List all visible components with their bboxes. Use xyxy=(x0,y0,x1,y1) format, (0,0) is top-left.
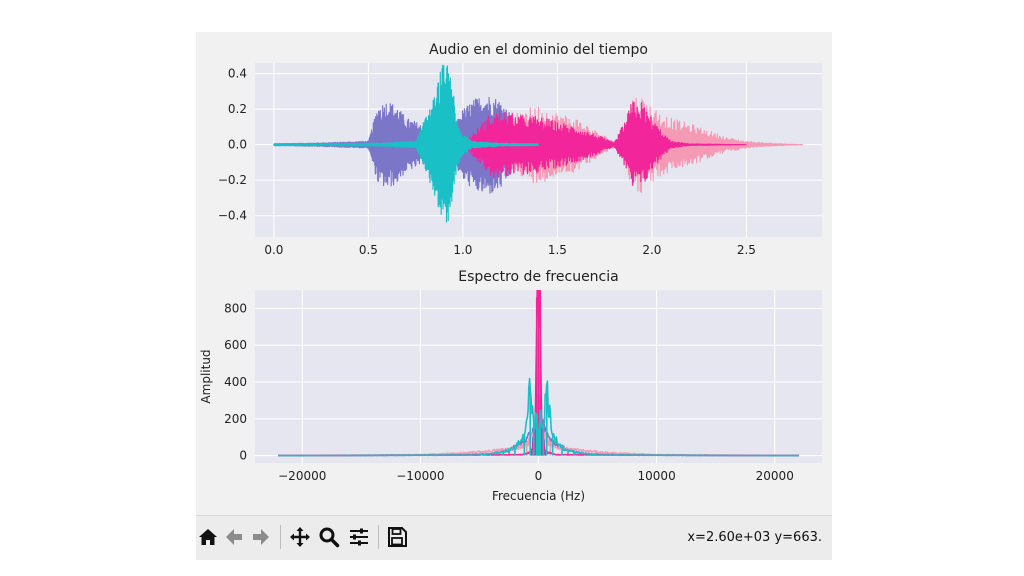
home-button[interactable] xyxy=(196,525,220,549)
chart-title: Espectro de frecuencia xyxy=(458,269,618,285)
frequency-spectrum-chart: −20000 −10000 0 10000 20000 0 200 400 600 800 Espe… xyxy=(199,269,822,503)
y-tick-label: 0.4 xyxy=(228,67,247,81)
waveform-series xyxy=(273,64,540,223)
x-tick-label: 0 xyxy=(535,469,543,483)
home-icon xyxy=(199,529,217,545)
y-tick-label: −0.2 xyxy=(218,173,247,187)
configure-subplots-button[interactable] xyxy=(347,525,371,549)
y-tick-label: 0 xyxy=(239,449,247,463)
x-tick-label: −10000 xyxy=(396,469,444,483)
pan-icon xyxy=(290,527,310,547)
save-icon xyxy=(388,527,407,547)
toolbar-separator xyxy=(378,525,379,549)
x-tick-label: 2.0 xyxy=(642,243,661,257)
forward-button[interactable] xyxy=(249,525,273,549)
navigation-toolbar: x=2.60e+03 y=663. xyxy=(196,515,832,560)
x-tick-label: 20000 xyxy=(756,469,794,483)
y-tick-label: −0.4 xyxy=(218,209,247,223)
x-tick-label: 10000 xyxy=(638,469,676,483)
forward-icon xyxy=(253,529,269,545)
y-tick-label: 200 xyxy=(224,412,247,426)
series-group xyxy=(278,290,799,457)
time-domain-chart: 0.0 0.5 1.0 1.5 2.0 2.5 −0.4 −0.2 0.0 0.2 0.4 Audio… xyxy=(218,42,822,257)
figure-canvas[interactable]: 0.0 0.5 1.0 1.5 2.0 2.5 −0.4 −0.2 0.0 0.2 0.4 Audio… xyxy=(196,32,832,515)
y-tick-label: 0.2 xyxy=(228,102,247,116)
plot-svg: 0.0 0.5 1.0 1.5 2.0 2.5 −0.4 −0.2 0.0 0.2 0.4 Audio… xyxy=(199,42,822,503)
x-tick-label: 1.0 xyxy=(453,243,472,257)
coordinate-readout: x=2.60e+03 y=663. xyxy=(687,530,822,545)
y-tick-label: 0.0 xyxy=(228,138,247,152)
configure-subplots-icon xyxy=(350,528,368,546)
x-tick-label: 0.0 xyxy=(264,243,283,257)
y-tick-label: 800 xyxy=(224,301,247,315)
pan-button[interactable] xyxy=(288,525,312,549)
back-button[interactable] xyxy=(222,525,246,549)
y-axis-label: Amplitud xyxy=(199,349,213,403)
y-tick-label: 400 xyxy=(224,375,247,389)
zoom-icon xyxy=(319,527,340,548)
save-button[interactable] xyxy=(385,525,409,549)
x-tick-label: −20000 xyxy=(278,469,326,483)
back-icon xyxy=(226,529,242,545)
x-tick-label: 0.5 xyxy=(359,243,378,257)
series-group xyxy=(273,64,804,223)
spectrum-series xyxy=(278,377,799,457)
chart-title: Audio en el dominio del tiempo xyxy=(429,42,648,58)
x-tick-label: 1.5 xyxy=(548,243,567,257)
x-tick-label: 2.5 xyxy=(737,243,756,257)
x-axis-label: Frecuencia (Hz) xyxy=(492,489,585,503)
figure-window: 0.0 0.5 1.0 1.5 2.0 2.5 −0.4 −0.2 0.0 0.2 0.4 Audio… xyxy=(196,32,832,576)
waveform-series xyxy=(273,97,540,194)
toolbar-separator xyxy=(280,525,281,549)
zoom-button[interactable] xyxy=(317,525,341,549)
y-tick-label: 600 xyxy=(224,338,247,352)
